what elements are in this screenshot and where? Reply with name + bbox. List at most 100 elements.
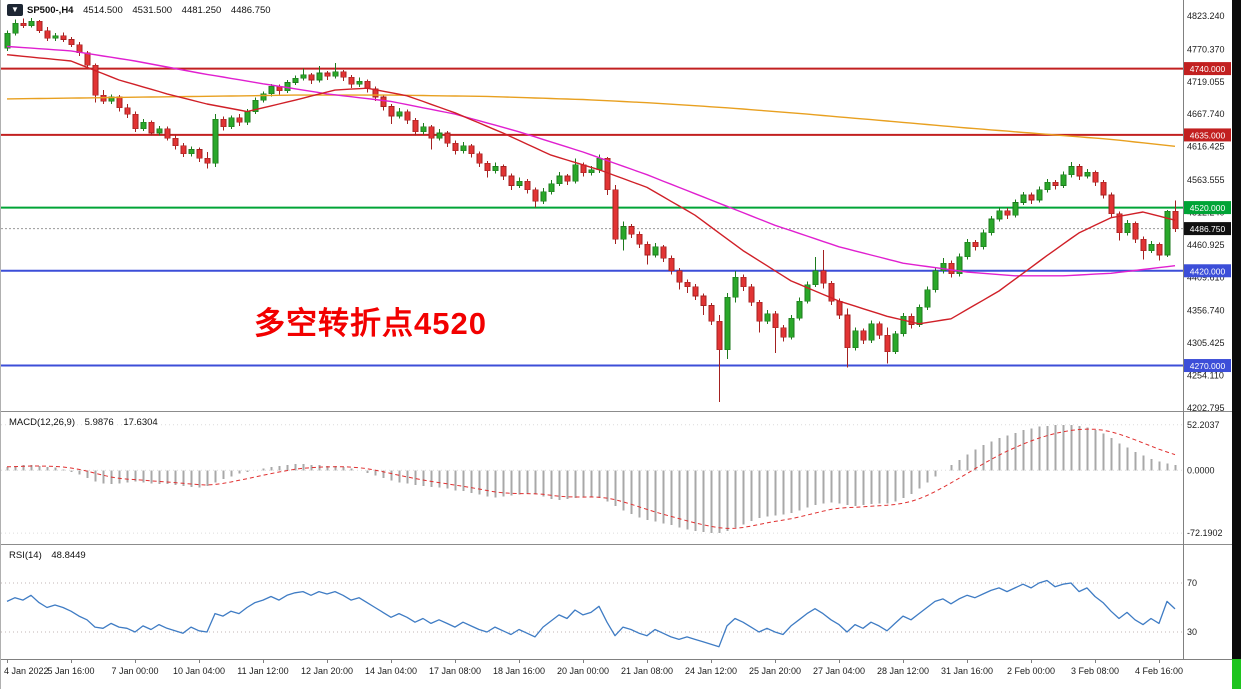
candle-body xyxy=(44,30,51,39)
macd-header: MACD(12,26,9) 5.9876 17.6304 xyxy=(9,417,158,428)
bar-close-value: 4486.750 xyxy=(230,5,271,16)
candle-body xyxy=(1164,211,1171,256)
candle-body xyxy=(836,300,843,316)
candle-body xyxy=(388,106,395,117)
time-tick-label: 21 Jan 08:00 xyxy=(621,666,673,676)
candle-body xyxy=(556,175,563,184)
time-tick-label: 4 Feb 16:00 xyxy=(1135,666,1183,676)
candle-body xyxy=(548,183,555,193)
candle-body xyxy=(1076,166,1083,177)
candle-body xyxy=(1028,194,1035,201)
chart-annotation[interactable]: 多空转折点4520 xyxy=(254,306,487,341)
rsi-header: RSI(14) 48.8449 xyxy=(9,550,86,561)
candle-body xyxy=(340,71,347,78)
candle-body xyxy=(1044,182,1051,191)
candle-body xyxy=(164,128,171,139)
right-edge-strip-accent xyxy=(1232,659,1241,689)
candle-body xyxy=(996,210,1003,220)
candle-body xyxy=(596,158,603,170)
price-level-badge: 4740.000 xyxy=(1184,62,1231,76)
time-tick-label: 10 Jan 04:00 xyxy=(173,666,225,676)
candle-body xyxy=(612,189,619,240)
candle-body xyxy=(860,330,867,341)
candle-body xyxy=(372,88,379,98)
price-tick-label: 4719.055 xyxy=(1187,77,1225,87)
price-level-badge-bg xyxy=(1184,128,1231,142)
price-level-badge-text: 4270.000 xyxy=(1190,361,1226,371)
time-tick-label: 27 Jan 04:00 xyxy=(813,666,865,676)
bar-low-value: 4481.250 xyxy=(181,5,222,16)
candle-body xyxy=(412,120,419,133)
price-level-badge-text: 4520.000 xyxy=(1190,203,1226,213)
candle-body xyxy=(948,262,955,275)
candle-body xyxy=(436,132,443,139)
macd-tick-label: -72.1902 xyxy=(1187,528,1223,538)
candle-body xyxy=(300,74,307,79)
candle-body xyxy=(724,297,731,351)
candle-body xyxy=(572,164,579,182)
candle-body xyxy=(12,22,19,34)
candle-body xyxy=(876,323,883,336)
candle-body xyxy=(756,302,763,322)
time-tick-label: 31 Jan 16:00 xyxy=(941,666,993,676)
candle-body xyxy=(812,270,819,285)
candle-body xyxy=(1100,182,1107,196)
candle-body xyxy=(244,111,251,123)
candle-body xyxy=(644,243,651,256)
candle-body xyxy=(1156,243,1163,256)
time-tick-label: 20 Jan 00:00 xyxy=(557,666,609,676)
candle-body xyxy=(676,270,683,283)
candle-body xyxy=(84,52,91,66)
candle-body xyxy=(452,142,459,152)
price-tick-label: 4563.555 xyxy=(1187,175,1225,185)
candle-body xyxy=(780,327,787,338)
macd-main-value: 5.9876 xyxy=(84,417,114,428)
time-tick-label: 11 Jan 12:00 xyxy=(237,666,288,676)
time-tick-label: 3 Feb 08:00 xyxy=(1071,666,1119,676)
level-lines-layer xyxy=(1,67,1183,367)
price-level-badge-bg xyxy=(1184,264,1231,278)
candle-body xyxy=(956,256,963,275)
price-tick-label: 4770.370 xyxy=(1187,44,1225,54)
candle-body xyxy=(460,145,467,152)
candle-body xyxy=(732,276,739,298)
candle-body xyxy=(884,334,891,352)
rsi-tick-label: 70 xyxy=(1187,578,1197,588)
price-level-badge: 4635.000 xyxy=(1184,128,1231,142)
ma-fast-line xyxy=(6,54,1176,325)
candle-body xyxy=(60,35,67,40)
time-tick-label: 17 Jan 08:00 xyxy=(429,666,481,676)
macd-tick-label: 0.0000 xyxy=(1187,465,1215,475)
macd-histogram xyxy=(6,424,1177,533)
candle-body xyxy=(524,180,531,191)
candle-body xyxy=(356,80,363,85)
candle-body xyxy=(788,317,795,338)
price-tick-label: 4202.795 xyxy=(1187,403,1225,413)
price-tick-label: 4254.110 xyxy=(1187,371,1224,381)
candle-body xyxy=(852,330,859,349)
time-tick-label: 7 Jan 00:00 xyxy=(111,666,158,676)
ma-mid-line xyxy=(6,45,1176,277)
candle-body xyxy=(540,191,547,202)
candle-body xyxy=(4,32,11,49)
price-level-badge-bg xyxy=(1184,62,1231,76)
price-tick-label: 4356.740 xyxy=(1187,306,1225,316)
candle-body xyxy=(188,149,195,155)
macd-name: MACD(12,26,9) xyxy=(9,417,75,428)
candle-body xyxy=(908,315,915,325)
candle-body xyxy=(764,313,771,322)
candle-body xyxy=(516,180,523,186)
candle-body xyxy=(748,286,755,303)
candle-body xyxy=(428,126,435,139)
candle-body xyxy=(68,39,75,45)
chevron-down-icon: ▼ xyxy=(11,5,19,14)
candle-body xyxy=(700,295,707,306)
chart-menu-button[interactable]: ▼ xyxy=(7,4,23,16)
candle-body xyxy=(892,333,899,352)
candle-body xyxy=(708,305,715,322)
right-edge-strip xyxy=(1232,0,1241,689)
time-tick-label: 28 Jan 12:00 xyxy=(877,666,929,676)
